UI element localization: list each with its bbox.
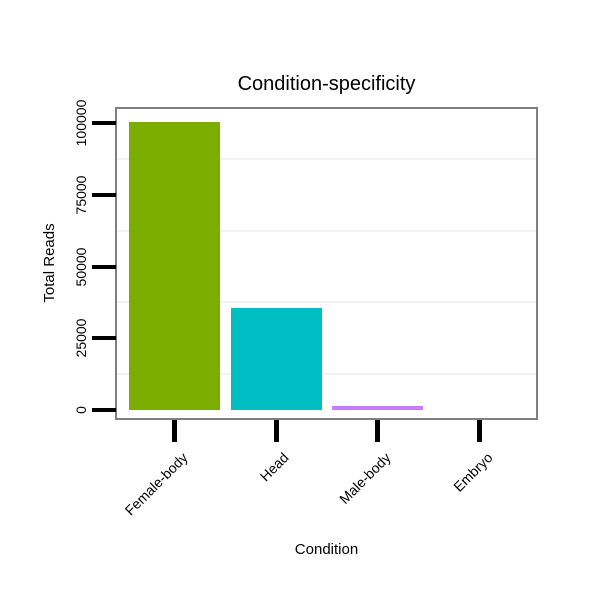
minor-gridline <box>117 157 536 160</box>
y-axis-tick <box>92 121 116 125</box>
y-axis-tick <box>92 192 116 197</box>
plot-panel <box>115 107 538 420</box>
x-axis-tick <box>172 420 177 442</box>
y-axis-tick <box>92 336 116 341</box>
x-axis-tick <box>273 420 279 442</box>
y-axis-tick-label: 100000 <box>73 99 89 147</box>
x-axis-tick <box>477 420 483 442</box>
y-axis-tick <box>92 264 116 269</box>
minor-gridline <box>117 229 536 232</box>
minor-gridline <box>117 301 536 304</box>
bar-female-body <box>129 121 220 410</box>
y-axis-title: Total Reads <box>41 223 58 303</box>
x-axis-title: Condition <box>294 541 359 558</box>
chart-title: Condition-specificity <box>237 73 416 95</box>
y-axis-tick <box>92 408 116 412</box>
x-axis-tick <box>375 420 381 442</box>
bar-male-body <box>332 405 424 410</box>
bar-head <box>230 307 322 410</box>
minor-gridline <box>117 373 536 376</box>
